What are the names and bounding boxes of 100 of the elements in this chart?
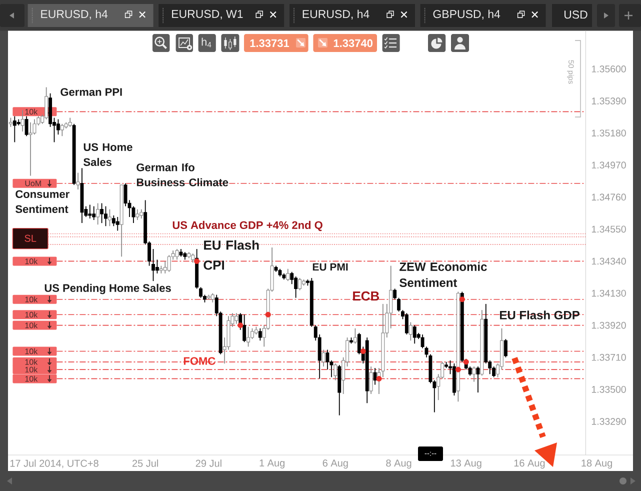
candlestick (476, 366, 480, 393)
text: USD (564, 10, 588, 19)
y-tick-label: 1.33290 (592, 418, 626, 425)
annotation: 1.33740 (334, 39, 372, 48)
x-tick-label: 6 Aug (322, 460, 348, 469)
candlestick (12, 116, 16, 143)
candlestick (20, 110, 24, 132)
candlestick (96, 202, 100, 226)
candlestick (322, 349, 326, 367)
x-tick-label: 8 Aug (386, 460, 412, 469)
y-tick-label: 1.33710 (592, 354, 626, 361)
point (463, 359, 469, 365)
y-tick-label: 1.33920 (592, 322, 626, 329)
candlestick (369, 366, 373, 394)
point (194, 258, 200, 264)
candlestick (353, 328, 357, 344)
ref-line-label: SL (24, 234, 36, 242)
candlestick (472, 366, 476, 382)
ref-line-label: 10k (25, 322, 38, 328)
x-tick-label: 18 Aug (582, 460, 612, 469)
ref-line-label: 10k (25, 376, 38, 382)
candlestick (504, 338, 508, 358)
candlestick (104, 206, 108, 227)
candlestick (210, 292, 214, 303)
candlestick (294, 276, 298, 298)
y-tick-label: 1.34130 (592, 290, 626, 297)
annotation: German Ifo Business Climate (136, 163, 228, 186)
candlestick (412, 324, 416, 344)
candlestick (76, 172, 80, 190)
ref-line-label: 10k (25, 296, 38, 302)
candlestick (191, 253, 195, 264)
candlestick (290, 271, 294, 285)
x-tick-label: 1 Aug (260, 460, 284, 468)
annotation: German PPI (60, 88, 122, 96)
candlestick (242, 314, 246, 343)
candlestick (44, 86, 48, 120)
annotation: EU Flash CPI (204, 240, 259, 270)
ref-line-label: 10k (25, 312, 38, 318)
text: EURUSD, W1 (172, 10, 243, 20)
y-tick-label: 1.35600 (592, 66, 626, 72)
candlestick (326, 349, 330, 370)
point (376, 376, 382, 382)
annotation: h$_{4}$ (202, 38, 212, 48)
y-tick-label: 1.34760 (592, 194, 626, 201)
candlestick (163, 260, 167, 274)
candlestick (246, 326, 250, 348)
annotation: ZEW Economic Sentiment (400, 262, 487, 288)
candlestick (258, 328, 262, 342)
y-tick-label: 1.34340 (592, 258, 626, 265)
candlestick (286, 268, 290, 282)
y-tick-label: 1.34550 (592, 226, 626, 233)
text: GBPUSD, h4 (433, 10, 500, 20)
x-tick-label: 17 Jul 2014, UTC+8 (10, 460, 98, 468)
candlestick (140, 208, 144, 219)
y-tick-label: 1.33500 (592, 386, 626, 393)
annotation: EU PMI (312, 263, 348, 271)
candlestick (334, 362, 338, 381)
annotation: 1.33731 (250, 39, 290, 48)
annotation: Consumer Sentiment (16, 190, 70, 213)
point (459, 296, 465, 302)
point (360, 348, 366, 354)
candlestick (60, 123, 64, 137)
chart-title: EURUSD, h4 (41, 10, 108, 20)
candlestick (28, 122, 32, 176)
annotation: US Advance GDP +4% 2nd Q (172, 220, 322, 232)
candlestick (24, 116, 28, 137)
point (455, 366, 461, 372)
x-tick-label: 29 Jul (196, 460, 222, 467)
ref-line-label: 10k (25, 366, 38, 372)
y-tick-label: 1.35180 (592, 130, 626, 136)
candlestick (250, 328, 254, 340)
x-tick-label: 16 Aug (514, 460, 545, 469)
candlestick (175, 248, 179, 260)
candlestick (100, 202, 104, 224)
ref-line-label: 10k (25, 108, 38, 115)
ref-line-label: 10k (25, 258, 38, 264)
text: EURUSD, h4 (302, 10, 370, 20)
x-tick-label: 13 Aug (451, 460, 482, 469)
candlestick (108, 208, 112, 227)
candlestick (298, 278, 302, 291)
ref-line-label: 10k (25, 348, 38, 354)
candlestick (56, 118, 60, 136)
annotation: US Home Sales (84, 143, 132, 166)
point (265, 312, 271, 318)
candlestick (234, 312, 238, 324)
y-tick-label: 1.35390 (592, 98, 626, 104)
candlestick (155, 259, 159, 274)
candlestick (116, 216, 120, 232)
candlestick (404, 312, 408, 335)
point (238, 322, 244, 328)
candlestick (408, 322, 412, 342)
x-tick-label: 25 Jul (132, 460, 158, 467)
candlestick (468, 366, 472, 376)
candlestick (68, 117, 72, 128)
candlestick (112, 214, 116, 227)
candlestick (167, 254, 171, 272)
candlestick (152, 248, 155, 282)
candlestick (199, 286, 202, 298)
annotation: US Pending Home Sales (44, 284, 171, 294)
annotation: ECB (353, 291, 380, 301)
